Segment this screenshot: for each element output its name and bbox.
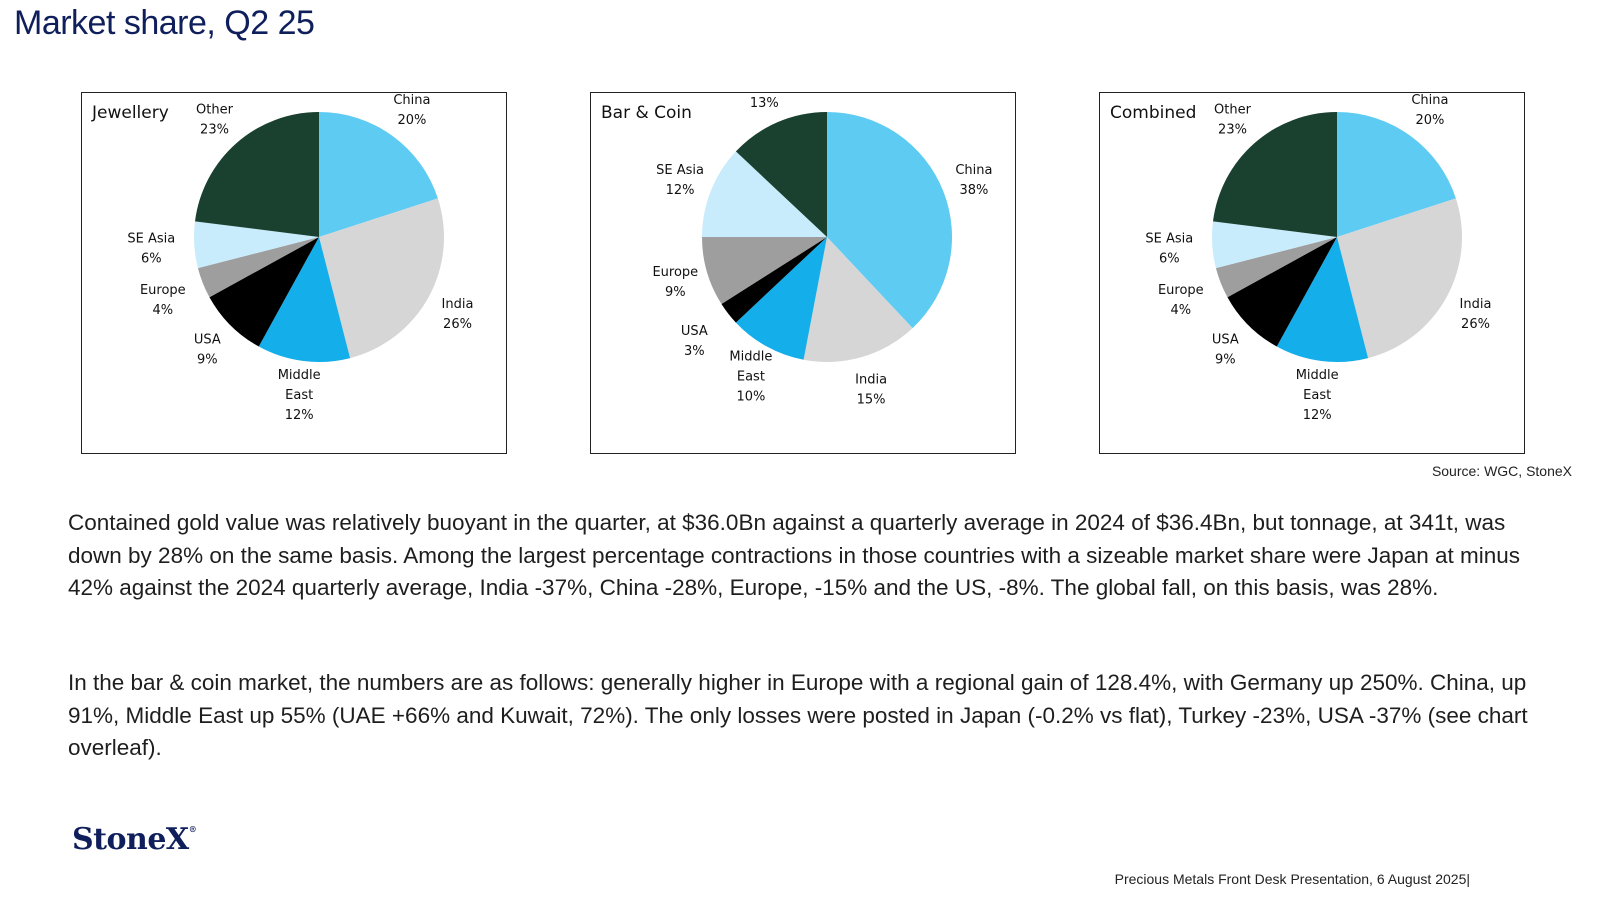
pie-label-usa: USA 9% <box>1212 333 1239 368</box>
chart-title: Combined <box>1110 103 1197 123</box>
pie-label-usa: USA 3% <box>681 324 708 359</box>
bar-coin-pie-chart: China 38% India 15% Middle East 10% USA 3% Europe… <box>590 92 1016 454</box>
pie-slice-se-asia <box>194 221 319 269</box>
pie-slice-other <box>194 112 319 237</box>
pie-slice-usa <box>1227 237 1337 347</box>
pie-label-china: China 20% <box>1411 93 1448 128</box>
pie-label-europe: Europe 9% <box>652 265 698 300</box>
logo-text: StoneX <box>72 822 189 857</box>
paragraph-bar-coin: In the bar & coin market, the numbers ar… <box>68 670 1528 760</box>
pie-slice-europe <box>197 237 319 298</box>
pie-slice-middle-east <box>1276 237 1369 362</box>
pie-slice-middle-east <box>258 237 351 362</box>
pie-slice-usa <box>209 237 319 347</box>
pie-slice-usa <box>721 237 827 323</box>
pie-label-usa: USA 9% <box>194 333 221 368</box>
pie-label-china: China 20% <box>393 93 430 128</box>
pie-label-se-asia: SE Asia 6% <box>127 232 175 267</box>
pie-slice-middle-east <box>735 237 827 360</box>
chart-title: Jewellery <box>92 103 169 123</box>
pie-label-middle-east: Middle East 10% <box>729 350 772 405</box>
pie-slice-china <box>319 112 438 237</box>
bar-coin-pie-svg: China 38% India 15% Middle East 10% USA 3% Europe… <box>652 93 992 408</box>
pie-label-middle-east: Middle East 12% <box>278 368 321 423</box>
pie-label-other: Other13% <box>746 93 784 111</box>
jewellery-pie-chart: China 20% India 26% Middle East 12% USA 9% Europe… <box>81 92 507 454</box>
pie-label-china: China 38% <box>955 163 992 198</box>
pie-label-se-asia: SE Asia 6% <box>1145 232 1193 267</box>
pie-slice-se-asia <box>1212 221 1337 269</box>
pie-label-se-asia: SE Asia 12% <box>656 163 704 198</box>
pie-slice-other <box>1212 112 1337 237</box>
pie-label-india: India 26% <box>442 297 474 332</box>
source-note: Source: WGC, StoneX <box>1431 463 1572 479</box>
pie-label-india: India 15% <box>855 373 887 408</box>
pie-label-europe: Europe 4% <box>140 283 186 318</box>
combined-pie-chart: China 20% India 26% Middle East 12% USA 9% Europe… <box>1099 92 1525 454</box>
pie-slice-india <box>803 237 913 363</box>
stonex-logo: StoneX® <box>72 822 197 857</box>
footer-text: Precious Metals Front Desk Presentation,… <box>1114 871 1470 887</box>
logo-registered-mark: ® <box>188 824 197 834</box>
pie-label-other: Other 23% <box>1214 103 1252 138</box>
pie-label-india: India 26% <box>1460 297 1492 332</box>
jewellery-pie-svg: China 20% India 26% Middle East 12% USA 9% Europe… <box>127 93 474 423</box>
paragraph-gold-value: Contained gold value was relatively buoy… <box>68 510 1521 600</box>
combined-pie-svg: China 20% India 26% Middle East 12% USA 9% Europe… <box>1145 93 1492 423</box>
pie-slice-china <box>1337 112 1456 237</box>
pie-label-europe: Europe 4% <box>1158 283 1204 318</box>
pie-slice-other <box>735 112 827 237</box>
pie-label-other: Other 23% <box>196 103 234 138</box>
pie-slice-china <box>827 112 953 329</box>
pie-slice-europe <box>1215 237 1337 298</box>
pie-slice-europe <box>702 237 827 304</box>
page-title: Market share, Q2 25 <box>14 4 315 42</box>
chart-title: Bar & Coin <box>601 103 692 123</box>
pie-slice-india <box>1337 198 1462 359</box>
pie-slice-se-asia <box>702 151 827 237</box>
pie-label-middle-east: Middle East 12% <box>1296 368 1339 423</box>
pie-slice-india <box>319 198 444 359</box>
